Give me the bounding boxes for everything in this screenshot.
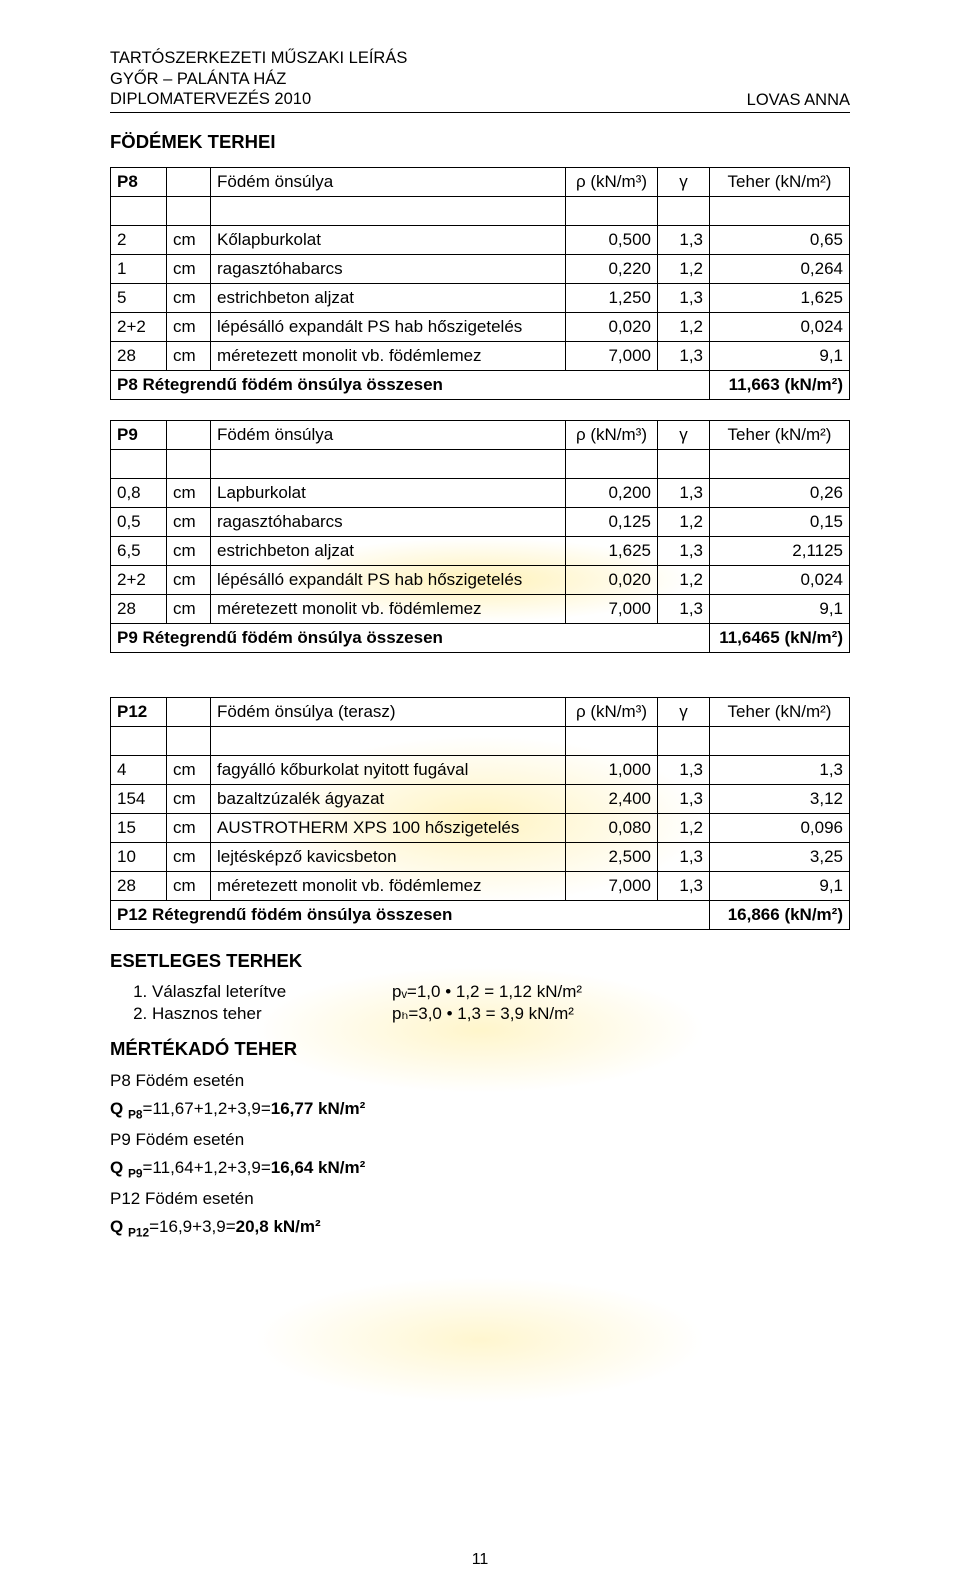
- p9-gamma: γ: [658, 420, 710, 449]
- table-row: 2+2cmlépésálló expandált PS hab hősziget…: [111, 565, 850, 594]
- p9-sum-label: P9 Rétegrendű födém önsúlya összesen: [111, 623, 710, 652]
- table-row: 0,5cmragasztóhabarcs0,1251,20,15: [111, 507, 850, 536]
- table-p8: P8 Födém önsúlya ρ (kN/m³) γ Teher (kN/m…: [110, 167, 850, 400]
- p9-teher: Teher (kN/m²): [710, 420, 850, 449]
- table-row: 4cmfagyálló kőburkolat nyitott fugával1,…: [111, 755, 850, 784]
- table-row: 5cmestrichbeton aljzat1,2501,31,625: [111, 283, 850, 312]
- p9-label: Födém önsúlya: [211, 420, 566, 449]
- table-row: 2cmKőlapburkolat0,5001,30,65: [111, 225, 850, 254]
- list-item: Hasznos teher pₕ=3,0 • 1,3 = 3,9 kN/m²: [152, 1004, 850, 1024]
- section-title: FÖDÉMEK TERHEI: [110, 131, 850, 153]
- p9-rho: ρ (kN/m³): [566, 420, 658, 449]
- page-header: TARTÓSZERKEZETI MŰSZAKI LEÍRÁS GYŐR – PA…: [110, 48, 850, 113]
- list-item: Válaszfal leterítve pᵥ=1,0 • 1,2 = 1,12 …: [152, 982, 850, 1002]
- table-row: 1cmragasztóhabarcs0,2201,20,264: [111, 254, 850, 283]
- p12-sum-value: 16,866 (kN/m²): [710, 900, 850, 929]
- header-line-3: DIPLOMATERVEZÉS 2010: [110, 89, 407, 110]
- p8-teher: Teher (kN/m²): [710, 167, 850, 196]
- p9-id: P9: [111, 420, 167, 449]
- p12-sum-label: P12 Rétegrendű födém önsúlya összesen: [111, 900, 710, 929]
- table-row: 15cmAUSTROTHERM XPS 100 hőszigetelés0,08…: [111, 813, 850, 842]
- p8-id: P8: [111, 167, 167, 196]
- table-row: 2+2cmlépésálló expandált PS hab hősziget…: [111, 312, 850, 341]
- table-p12: P12 Födém önsúlya (terasz) ρ (kN/m³) γ T…: [110, 697, 850, 930]
- header-right: LOVAS ANNA: [747, 91, 850, 110]
- table-row: 154cmbazaltzúzalék ágyazat2,4001,33,12: [111, 784, 850, 813]
- p8-sum-label: P8 Rétegrendű födém önsúlya összesen: [111, 370, 710, 399]
- calc-line: P12 Födém esetén: [110, 1188, 850, 1210]
- p12-id: P12: [111, 697, 167, 726]
- calc-line: Q P9=11,64+1,2+3,9=16,64 kN/m²: [110, 1157, 850, 1182]
- eset-title: ESETLEGES TERHEK: [110, 950, 850, 972]
- p8-gamma: γ: [658, 167, 710, 196]
- table-row: 28cmméretezett monolit vb. födémlemez7,0…: [111, 594, 850, 623]
- header-line-1: TARTÓSZERKEZETI MŰSZAKI LEÍRÁS: [110, 48, 407, 69]
- eset-block: Válaszfal leterítve pᵥ=1,0 • 1,2 = 1,12 …: [110, 982, 850, 1024]
- p9-sum-value: 11,6465 (kN/m²): [710, 623, 850, 652]
- p8-rho: ρ (kN/m³): [566, 167, 658, 196]
- table-row: 10cmlejtésképző kavicsbeton2,5001,33,25: [111, 842, 850, 871]
- calc-line: P8 Födém esetén: [110, 1070, 850, 1092]
- calc-line: Q P8=11,67+1,2+3,9=16,77 kN/m²: [110, 1098, 850, 1123]
- table-p9: P9 Födém önsúlya ρ (kN/m³) γ Teher (kN/m…: [110, 420, 850, 653]
- table-row: 0,8cmLapburkolat0,2001,30,26: [111, 478, 850, 507]
- calc-line: Q P12=16,9+3,9=20,8 kN/m²: [110, 1216, 850, 1241]
- p12-gamma: γ: [658, 697, 710, 726]
- table-row: 28cmméretezett monolit vb. födémlemez7,0…: [111, 871, 850, 900]
- p8-label: Födém önsúlya: [211, 167, 566, 196]
- mertek-title: MÉRTÉKADÓ TEHER: [110, 1038, 850, 1060]
- calc-line: P9 Födém esetén: [110, 1129, 850, 1151]
- page-number: 11: [0, 1551, 960, 1569]
- p12-teher: Teher (kN/m²): [710, 697, 850, 726]
- table-row: 6,5cmestrichbeton aljzat1,6251,32,1125: [111, 536, 850, 565]
- p8-sum-value: 11,663 (kN/m²): [710, 370, 850, 399]
- table-row: 28cmméretezett monolit vb. födémlemez7,0…: [111, 341, 850, 370]
- header-line-2: GYŐR – PALÁNTA HÁZ: [110, 69, 407, 90]
- p12-rho: ρ (kN/m³): [566, 697, 658, 726]
- p12-label: Födém önsúlya (terasz): [211, 697, 566, 726]
